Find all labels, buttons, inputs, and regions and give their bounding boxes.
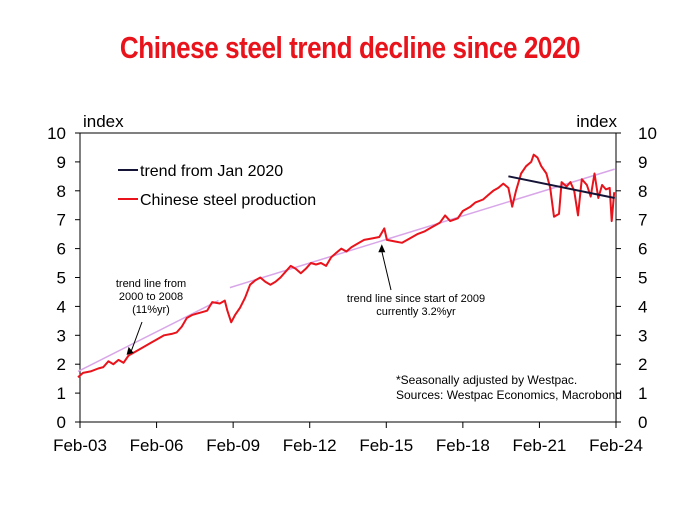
y-tick-label-right: 7 [638,211,647,230]
x-tick-label: Feb-21 [512,436,566,455]
legend: trend from Jan 2020 Chinese steel product… [118,163,316,209]
x-tick-label: Feb-09 [206,436,260,455]
annotation-1-arrowhead [126,346,134,355]
series-line-trend-2020 [508,175,615,199]
y-tick-label-right: 8 [638,182,647,201]
annotation-2-line-1: currently 3.2%yr [376,306,456,318]
x-tick-label: Feb-18 [436,436,490,455]
x-tick-label: Feb-03 [53,436,107,455]
y-tick-label-left: 5 [57,269,66,288]
annotation-2-arrow-line [381,251,392,291]
axes: 0 0 1 1 2 2 3 3 4 4 5 5 6 6 7 7 8 8 9 9 10 10 Feb-03 Feb-06 Feb-… [47,112,657,455]
source-note-1: Sources: Westpac Economics, Macrobond [396,388,622,402]
y-tick-label-left: 1 [57,384,66,403]
y-tick-label-right: 0 [638,413,647,432]
y-tick-label-right: 2 [638,355,647,374]
annotation-2-arrowhead [378,244,386,253]
annotation-1-line-0: trend line from [116,278,186,290]
x-tick-label: Feb-06 [130,436,184,455]
left-axis-unit: index [83,112,124,131]
y-tick-label-left: 10 [47,124,66,143]
annotation-1-line-1: 2000 to 2008 [119,291,183,303]
right-axis-unit: index [576,112,617,131]
x-tick-label: Feb-24 [589,436,643,455]
x-tick-label: Feb-12 [283,436,337,455]
trend-line-2 [77,299,219,373]
series-lines [77,153,616,378]
annotation-1-line-2: (11%yr) [132,304,170,316]
x-tick-label: Feb-15 [359,436,413,455]
y-tick-label-right: 10 [638,124,657,143]
y-tick-label-left: 7 [57,211,66,230]
y-tick-label-left: 3 [57,326,66,345]
annotation-2-line-0: trend line since start of 2009 [347,293,485,305]
legend-label-1: Chinese steel production [140,192,316,209]
y-tick-label-left: 0 [57,413,66,432]
y-tick-label-right: 6 [638,240,647,259]
y-tick-label-left: 8 [57,182,66,201]
y-tick-label-right: 3 [638,326,647,345]
y-tick-label-left: 6 [57,240,66,259]
y-tick-label-left: 2 [57,355,66,374]
y-tick-label-right: 5 [638,269,647,288]
annotation-1-arrow-line [130,321,143,354]
series-line-steel-production [77,153,616,378]
legend-label-0: trend from Jan 2020 [140,163,283,180]
y-tick-label-left: 4 [57,297,66,316]
y-tick-label-left: 9 [57,153,66,172]
y-tick-label-right: 1 [638,384,647,403]
source-note-0: *Seasonally adjusted by Westpac. [396,373,577,387]
y-tick-label-right: 9 [638,153,647,172]
chart-title: Chinese steel trend decline since 2020 [119,30,581,65]
y-tick-label-right: 4 [638,297,647,316]
